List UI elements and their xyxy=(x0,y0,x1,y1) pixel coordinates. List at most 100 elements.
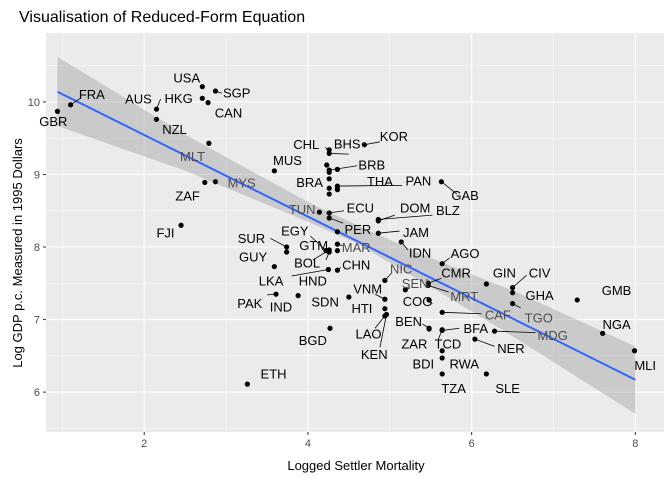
fit-line xyxy=(57,90,636,381)
point-mar xyxy=(334,241,341,247)
point-arg xyxy=(324,162,330,168)
point-mys xyxy=(212,179,219,185)
label-bra: BRA xyxy=(296,175,323,190)
label-hti: HTI xyxy=(351,301,372,316)
leader-line xyxy=(442,327,460,331)
point-hti xyxy=(382,306,388,312)
label-egy: EGY xyxy=(281,224,309,239)
point-bhs xyxy=(326,150,332,157)
label-chn: CHN xyxy=(342,258,370,273)
label-sgp: SGP xyxy=(223,86,250,101)
point-fra xyxy=(67,102,74,108)
point-ind xyxy=(295,293,301,299)
point-gab xyxy=(438,179,444,185)
label-bhs: BHS xyxy=(334,136,361,151)
y-tick-label: 9 xyxy=(34,169,40,181)
label-bfa: BFA xyxy=(463,321,488,336)
chart-title: Visualisation of Reduced-Form Equation xyxy=(19,9,305,26)
point-gha xyxy=(509,290,516,296)
x-tick-label: 4 xyxy=(305,438,311,450)
label-tcd: TCD xyxy=(435,337,462,352)
point-ury xyxy=(326,169,332,175)
label-nic: NIC xyxy=(390,261,412,276)
leader-line xyxy=(378,214,395,222)
label-mlt: MLT xyxy=(180,149,205,164)
label-ind: IND xyxy=(270,300,292,315)
plot-panel xyxy=(46,33,664,432)
point-hnd xyxy=(325,266,331,273)
x-tick-label: 6 xyxy=(469,438,475,450)
point-mdg xyxy=(491,328,498,334)
axes: 2 4 6 8 6 7 8 9 10 xyxy=(28,97,639,450)
point-blz xyxy=(375,216,381,223)
leader-line xyxy=(329,165,358,171)
label-mdg: MDG xyxy=(538,328,568,343)
point-tha xyxy=(334,186,341,192)
point-lka xyxy=(271,263,277,270)
label-caf: CAF xyxy=(485,308,511,323)
label-jam: JAM xyxy=(403,225,429,240)
point-col xyxy=(326,185,332,191)
label-idn: IDN xyxy=(409,245,431,260)
point-idn xyxy=(398,239,404,245)
label-ken: KEN xyxy=(361,347,388,362)
leader-line xyxy=(441,181,458,195)
point-usa xyxy=(199,84,205,90)
point-eth xyxy=(244,381,250,387)
point-mli xyxy=(631,348,638,354)
label-kor: KOR xyxy=(380,129,408,144)
y-tick-label: 8 xyxy=(34,242,40,254)
label-nga: NGA xyxy=(602,317,631,332)
label-zar: ZAR xyxy=(401,337,427,352)
point-jam xyxy=(375,230,381,236)
label-gtm: GTM xyxy=(299,238,328,253)
point-fji xyxy=(178,222,184,228)
point-ner xyxy=(472,336,478,342)
label-hkg: HKG xyxy=(165,91,193,106)
label-cog: COG xyxy=(403,294,433,309)
label-civ: CIV xyxy=(529,266,551,281)
label-mus: MUS xyxy=(273,153,302,168)
point-mlt xyxy=(206,140,212,146)
label-mys: MYS xyxy=(228,176,257,191)
point-mrt xyxy=(425,282,431,289)
label-fji: FJI xyxy=(156,226,174,241)
label-bdi: BDI xyxy=(413,356,435,371)
label-dom: DOM xyxy=(400,200,430,215)
point-bdi xyxy=(439,348,445,354)
label-rwa: RWA xyxy=(449,356,479,371)
point-ven xyxy=(334,166,341,172)
label-can: CAN xyxy=(215,105,242,120)
leader-line xyxy=(310,235,327,251)
x-tick-label: 2 xyxy=(141,438,147,450)
label-guy: GUY xyxy=(239,250,268,265)
label-lao: LAO xyxy=(355,327,381,342)
regression-line xyxy=(57,90,636,381)
label-bgd: BGD xyxy=(299,333,327,348)
point-mus xyxy=(271,168,277,174)
point-rwa xyxy=(439,355,445,361)
y-tick-label: 6 xyxy=(34,387,40,399)
point-tun xyxy=(316,209,322,215)
point-bfa xyxy=(439,327,445,334)
label-mrt: MRT xyxy=(450,289,478,304)
label-vnm: VNM xyxy=(353,282,382,297)
label-aus: AUS xyxy=(125,92,152,107)
panel-background xyxy=(46,33,664,432)
point-gmb xyxy=(574,297,580,303)
label-gha: GHA xyxy=(525,288,554,303)
point-pak xyxy=(273,291,279,297)
label-gab: GAB xyxy=(451,188,478,203)
label-pan: PAN xyxy=(406,173,432,188)
data-points xyxy=(54,84,638,387)
point-tza xyxy=(439,371,445,377)
label-bol: BOL xyxy=(294,255,320,270)
label-sen: SEN xyxy=(402,276,429,291)
point-cog xyxy=(426,297,432,303)
label-ecu: ECU xyxy=(347,200,374,215)
label-tza: TZA xyxy=(441,381,466,396)
y-axis-title: Log GDP p.c. Measured in 1995 Dollars xyxy=(10,138,25,368)
label-eth: ETH xyxy=(261,366,287,381)
leader-line xyxy=(378,230,400,234)
point-tgo xyxy=(509,300,516,307)
